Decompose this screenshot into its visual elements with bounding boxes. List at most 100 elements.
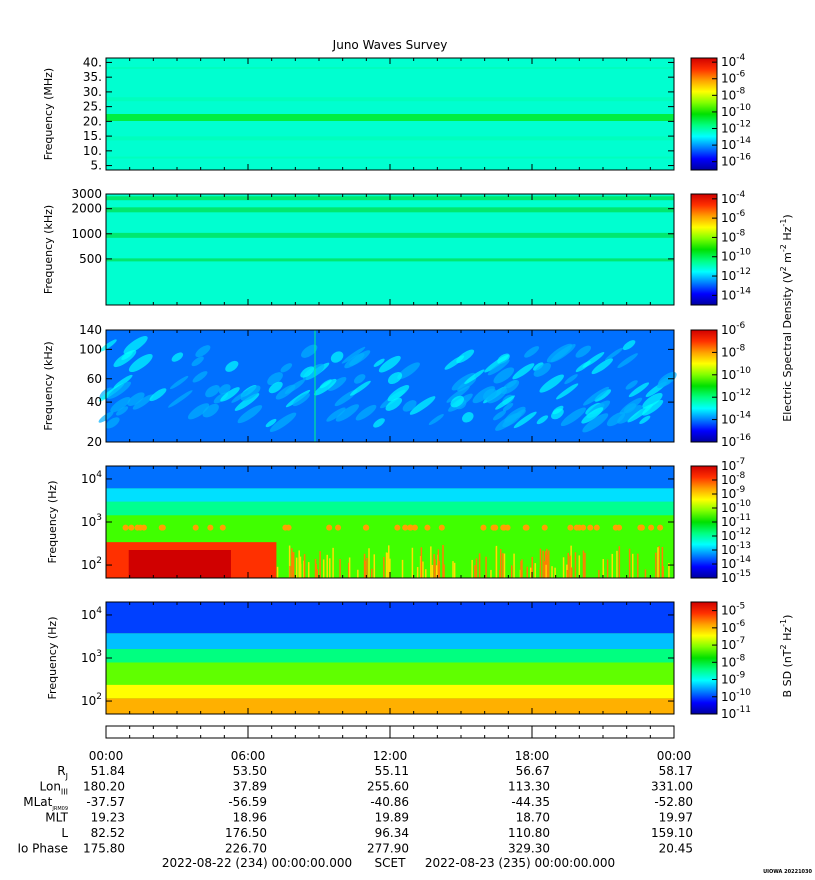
y-tick-label: 500: [79, 252, 102, 266]
spectrogram-panel-3: 140 100 60 40 20 Frequency (kHz) 10-6 10-8 10-10…: [42, 321, 751, 449]
y-tick-label: 20.: [83, 114, 102, 128]
colorbar-tick-label: 10-6: [721, 321, 746, 337]
colorbar-tick-label: 10-8: [721, 471, 746, 487]
y-tick-label: 104: [81, 606, 102, 622]
colorbar-tick-label: 10-16: [721, 433, 751, 449]
ephemeris-value: 331.00: [651, 780, 693, 794]
ephemeris-value: 96.34: [375, 826, 409, 840]
y-axis-label: Frequency (Hz): [46, 617, 59, 700]
y-tick-label: 104: [81, 470, 102, 486]
ephemeris-value: 51.84: [91, 764, 125, 778]
y-tick-label: 40: [87, 395, 102, 409]
ephemeris-row-label: LonIII: [40, 780, 69, 797]
ephemeris-row-label: MLT: [45, 811, 68, 825]
ephemeris-value: 226.70: [225, 842, 267, 856]
ephemeris-value: 37.89: [233, 780, 267, 794]
spectrogram-image: [106, 466, 674, 578]
colorbar-tick-label: 10-10: [721, 103, 751, 119]
y-tick-label: 25.: [83, 100, 102, 114]
time-tick-label: 12:00: [373, 749, 408, 763]
colorbar: 10-710-810-910-1010-1110-1210-1310-1410-…: [690, 457, 751, 585]
ephemeris-value: -40.86: [370, 795, 409, 809]
ephemeris-value: 18.96: [233, 811, 267, 825]
start-date-label: 2022-08-22 (234) 00:00:00.000: [162, 856, 352, 870]
ephemeris-value: 277.90: [367, 842, 409, 856]
ephemeris-row-label: MLatJRM09: [23, 795, 68, 812]
y-tick-label: 3000: [71, 187, 102, 201]
colorbar-tick-label: 10-6: [721, 209, 746, 225]
y-tick-label: 40.: [83, 55, 102, 69]
colorbar-tick-label: 10-13: [721, 541, 751, 557]
colorbar-tick-label: 10-7: [721, 457, 745, 473]
ephemeris-value: 180.20: [83, 780, 125, 794]
spectrogram-image: [106, 602, 674, 714]
colorbar-tick-label: 10-5: [721, 602, 745, 618]
end-date-label: 2022-08-23 (235) 00:00:00.000: [425, 856, 615, 870]
colorbar-tick-label: 10-10: [721, 688, 751, 704]
colorbar-tick-label: 10-8: [721, 228, 746, 244]
colorbar-tick-label: 10-14: [721, 286, 751, 302]
y-axis-label: Frequency (MHz): [42, 68, 55, 160]
spectrogram-image: [98, 330, 677, 442]
y-tick-label: 15.: [83, 129, 102, 143]
ephemeris-value: 159.10: [651, 826, 693, 840]
time-tick-label: 06:00: [231, 749, 266, 763]
figure-title: Juno Waves Survey: [332, 38, 448, 52]
time-tick-label: 18:00: [515, 749, 550, 763]
electric-colorbar-title: Electric Spectral Density (V2 m-2 Hz-1): [779, 214, 794, 421]
time-tick-label: 00:00: [89, 749, 124, 763]
ephemeris-value: -44.35: [511, 795, 550, 809]
colorbar-tick-label: 10-4: [721, 190, 746, 206]
scet-label: SCET: [375, 856, 407, 870]
colorbar-tick-label: 10-12: [721, 267, 751, 283]
colorbar-tick-label: 10-6: [721, 619, 746, 635]
ephemeris-row-label: RJ: [57, 764, 68, 781]
colorbar-tick-label: 10-12: [721, 527, 751, 543]
ephemeris-value: 55.11: [375, 764, 409, 778]
ephemeris-value: 19.89: [375, 811, 409, 825]
colorbar-tick-label: 10-8: [721, 653, 746, 669]
colorbar-tick-label: 10-10: [721, 248, 751, 264]
colorbar: 10-4 10-6 10-8 10-10 10-12 10-14: [690, 190, 751, 306]
ephemeris-value: 110.80: [508, 826, 550, 840]
ephemeris-value: 19.97: [659, 811, 693, 825]
y-tick-label: 140: [79, 323, 102, 337]
ephemeris-value: 18.70: [516, 811, 550, 825]
y-tick-label: 100: [79, 342, 102, 356]
spectrogram-image: [106, 194, 674, 305]
colorbar-tick-label: 10-9: [721, 485, 746, 501]
ephemeris-value: 58.17: [659, 764, 693, 778]
ephemeris-row-label: L: [61, 826, 68, 840]
colorbar-tick-label: 10-8: [721, 343, 746, 359]
colorbar-tick-label: 10-9: [721, 671, 746, 687]
y-axis-label: Frequency (kHz): [42, 341, 55, 430]
colorbar-tick-label: 10-7: [721, 636, 745, 652]
time-tick-label: 00:00: [657, 749, 692, 763]
y-tick-label: 103: [81, 513, 102, 529]
y-tick-label: 103: [81, 649, 102, 665]
ephemeris-row-label: Io Phase: [17, 842, 68, 856]
colorbar-tick-label: 10-14: [721, 136, 751, 152]
spectrogram-image: [106, 58, 674, 170]
magnetic-colorbar-title: B SD (nT2 Hz-1): [779, 615, 794, 698]
ephemeris-value: -56.59: [228, 795, 267, 809]
ephemeris-value: 56.67: [516, 764, 550, 778]
y-tick-label: 60: [87, 372, 102, 386]
y-tick-label: 35.: [83, 70, 102, 84]
colorbar-tick-label: 10-12: [721, 120, 751, 136]
y-tick-label: 2000: [71, 202, 102, 216]
colorbar-tick-label: 10-12: [721, 388, 751, 404]
ephemeris-value: 113.30: [508, 780, 550, 794]
y-tick-label: 5.: [91, 159, 102, 173]
colorbar-tick-label: 10-10: [721, 499, 751, 515]
spectrogram-panel-4: 104 103 102 Frequency (Hz) 10-710-810-910-10…: [46, 457, 751, 585]
colorbar-tick-label: 10-14: [721, 411, 751, 427]
colorbar-tick-label: 10-10: [721, 366, 751, 382]
ephemeris-value: -37.57: [86, 795, 125, 809]
colorbar-tick-label: 10-16: [721, 153, 751, 169]
